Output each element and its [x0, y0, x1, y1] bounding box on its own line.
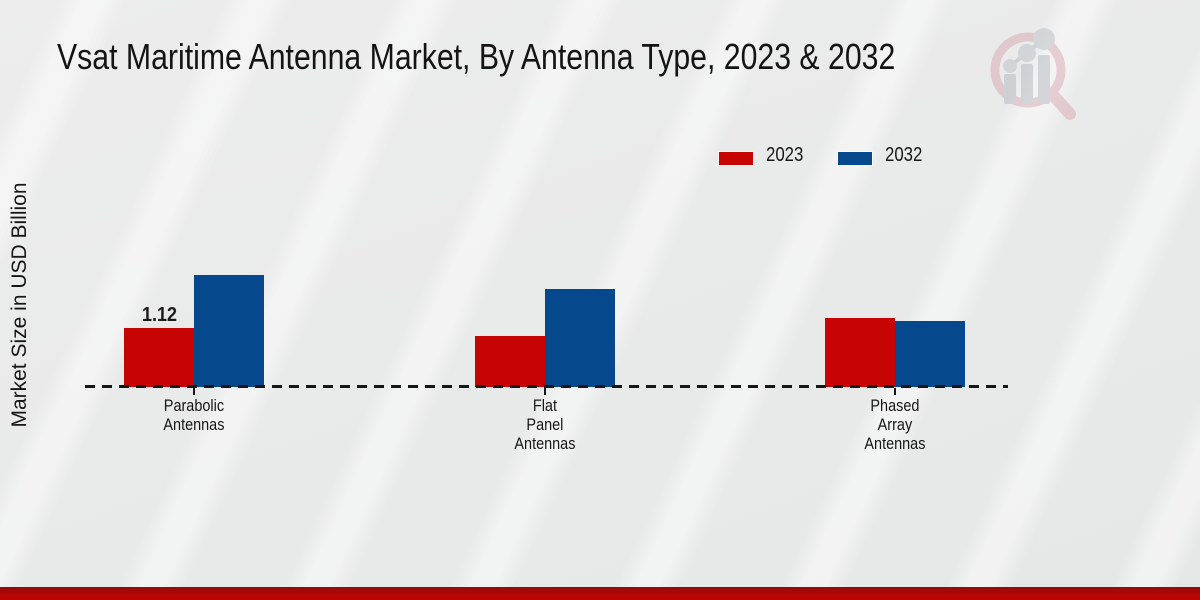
logo-bar-2: [1021, 64, 1033, 104]
category-label-flat-panel-antennas: Flat Panel Antennas: [514, 396, 576, 453]
logo-dot-1: [1003, 59, 1017, 73]
bar-2023-flat-panel-antennas: [475, 336, 545, 387]
bar-2032-parabolic-antennas: [194, 275, 264, 387]
bar-2032-phased-array-antennas: [895, 321, 965, 387]
legend-swatch-2023: [719, 152, 753, 165]
legend-label-2023: 2023: [766, 144, 804, 166]
magnifier-handle: [1046, 88, 1076, 120]
x-axis-tick: [193, 388, 195, 395]
chart-title: Vsat Maritime Antenna Market, By Antenna…: [57, 36, 1055, 78]
category-label-phased-array-antennas: Phased Array Antennas: [864, 396, 926, 453]
bar-2023-parabolic-antennas: [124, 328, 194, 387]
chart-title-text: Vsat Maritime Antenna Market, By Antenna…: [57, 36, 896, 77]
logo-bar-3: [1038, 55, 1050, 104]
legend-swatch-2032: [838, 152, 872, 165]
logo-dot-3: [1033, 28, 1055, 50]
x-axis-tick: [894, 388, 896, 395]
x-axis-dashed-baseline: [85, 385, 1008, 388]
bar-2032-flat-panel-antennas: [545, 289, 615, 387]
bar-2023-phased-array-antennas: [825, 318, 895, 387]
logo-dot-2: [1018, 44, 1036, 62]
legend-label-2032: 2032: [885, 144, 923, 166]
bar-value-label: 1.12: [141, 304, 177, 326]
magnifier-growth-logo-icon: [990, 28, 1076, 120]
bottom-accent-band: [0, 587, 1200, 600]
category-label-parabolic-antennas: Parabolic Antennas: [163, 396, 225, 434]
logo-bar-1: [1004, 74, 1016, 104]
x-axis-tick: [544, 388, 546, 395]
